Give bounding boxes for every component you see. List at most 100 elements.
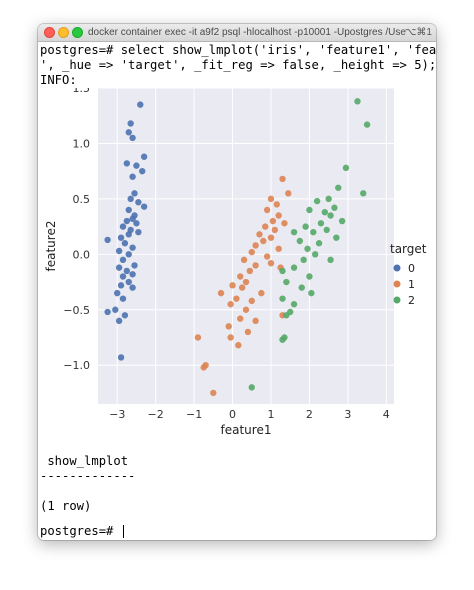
data-point-series-1: [285, 190, 292, 197]
data-point-series-0: [129, 173, 136, 180]
data-point-series-0: [127, 195, 134, 203]
plot-area: [98, 88, 394, 404]
data-point-series-2: [308, 289, 315, 297]
x-tick-label: 1: [267, 408, 274, 421]
data-point-series-1: [269, 217, 277, 225]
data-point-series-1: [267, 195, 275, 203]
command-line-2: ', _hue => 'target', _fit_reg => false, …: [40, 58, 436, 72]
data-point-series-0: [117, 282, 125, 289]
data-point-series-2: [317, 220, 325, 227]
y-tick-label: 1.5: [73, 88, 91, 95]
data-point-series-1: [263, 253, 271, 260]
data-point-series-0: [139, 167, 146, 175]
info-line: INFO:: [40, 73, 77, 87]
data-point-series-0: [125, 206, 132, 214]
data-point-series-1: [217, 289, 225, 297]
data-point-series-0: [133, 162, 140, 169]
data-point-series-2: [354, 98, 361, 105]
data-point-series-2: [306, 206, 313, 214]
data-point-series-2: [315, 240, 323, 247]
data-point-series-1: [233, 295, 240, 302]
data-point-series-1: [225, 323, 232, 330]
data-point-series-1: [275, 245, 282, 252]
data-point-series-1: [246, 267, 254, 275]
data-point-series-2: [325, 195, 332, 203]
data-point-series-1: [210, 389, 217, 397]
data-point-series-2: [306, 273, 313, 280]
data-point-series-2: [300, 256, 307, 264]
data-point-series-0: [131, 262, 138, 269]
data-point-series-2: [331, 204, 338, 211]
data-point-series-0: [117, 354, 125, 361]
data-point-series-0: [117, 234, 125, 241]
data-point-series-1: [267, 259, 275, 267]
data-point-series-1: [237, 315, 244, 322]
data-point-series-0: [125, 231, 132, 238]
prompt-line[interactable]: postgres=#: [40, 524, 124, 539]
data-point-series-0: [135, 199, 142, 206]
data-point-series-1: [227, 301, 234, 308]
data-point-series-1: [258, 289, 265, 297]
data-point-series-0: [127, 120, 134, 127]
minimize-window-button[interactable]: [58, 27, 69, 38]
data-point-series-1: [248, 297, 255, 305]
data-point-series-1: [260, 237, 267, 245]
data-point-series-1: [200, 364, 207, 371]
data-point-series-0: [129, 215, 136, 223]
data-point-series-1: [271, 226, 279, 234]
data-point-series-2: [298, 284, 305, 291]
y-tick-label: −1.0: [63, 359, 90, 372]
data-point-series-2: [338, 217, 346, 225]
data-point-series-0: [119, 295, 127, 302]
data-point-series-0: [112, 306, 119, 313]
data-point-series-0: [129, 271, 136, 278]
data-point-series-0: [123, 267, 131, 275]
data-point-series-1: [235, 342, 242, 349]
x-axis-label: feature1: [221, 423, 272, 437]
result-header: show_lmplot: [40, 454, 129, 468]
data-point-series-0: [123, 217, 131, 225]
data-point-series-1: [252, 317, 259, 325]
data-point-series-2: [248, 384, 255, 391]
data-point-series-0: [119, 223, 127, 230]
y-axis-label: feature2: [44, 221, 58, 272]
x-tick-label: 3: [344, 408, 351, 421]
data-point-series-0: [104, 308, 111, 316]
data-point-series-2: [290, 264, 298, 271]
command-line-1: postgres=# select show_lmplot('iris', 'f…: [40, 43, 436, 57]
data-point-series-1: [281, 220, 288, 227]
data-point-series-1: [242, 306, 250, 313]
data-point-series-2: [290, 228, 298, 236]
data-point-series-2: [327, 256, 334, 264]
data-point-series-2: [311, 251, 319, 258]
data-point-series-2: [304, 245, 311, 252]
row-count: (1 row): [40, 499, 92, 513]
window-shortcut: ⌥⌘1: [404, 27, 432, 38]
data-point-series-2: [313, 197, 321, 205]
data-point-series-2: [283, 278, 290, 286]
data-point-series-1: [275, 212, 282, 219]
zoom-window-button[interactable]: [72, 27, 83, 38]
y-tick-label: 0.5: [73, 193, 91, 206]
x-tick-label: −1: [186, 408, 202, 421]
data-point-series-0: [129, 244, 136, 251]
terminal-window: docker container exec -it a9f2 psql -hlo…: [38, 24, 436, 540]
data-point-series-2: [302, 223, 309, 230]
data-point-series-2: [310, 228, 317, 236]
legend-marker-0: [393, 264, 401, 272]
data-point-series-0: [140, 203, 148, 210]
data-point-series-0: [114, 289, 121, 297]
data-point-series-1: [237, 273, 244, 280]
data-point-series-1: [242, 278, 250, 286]
data-point-series-1: [267, 234, 275, 241]
x-tick-label: 2: [306, 408, 313, 421]
data-point-series-0: [125, 251, 132, 258]
result-separator: -------------: [40, 469, 136, 483]
data-point-series-1: [227, 334, 234, 341]
data-point-series-0: [131, 190, 138, 197]
data-point-series-2: [279, 295, 286, 302]
legend-label-0: 0: [408, 262, 415, 275]
close-window-button[interactable]: [44, 27, 55, 38]
x-tick-label: −2: [148, 408, 164, 421]
legend-label-2: 2: [408, 294, 415, 307]
